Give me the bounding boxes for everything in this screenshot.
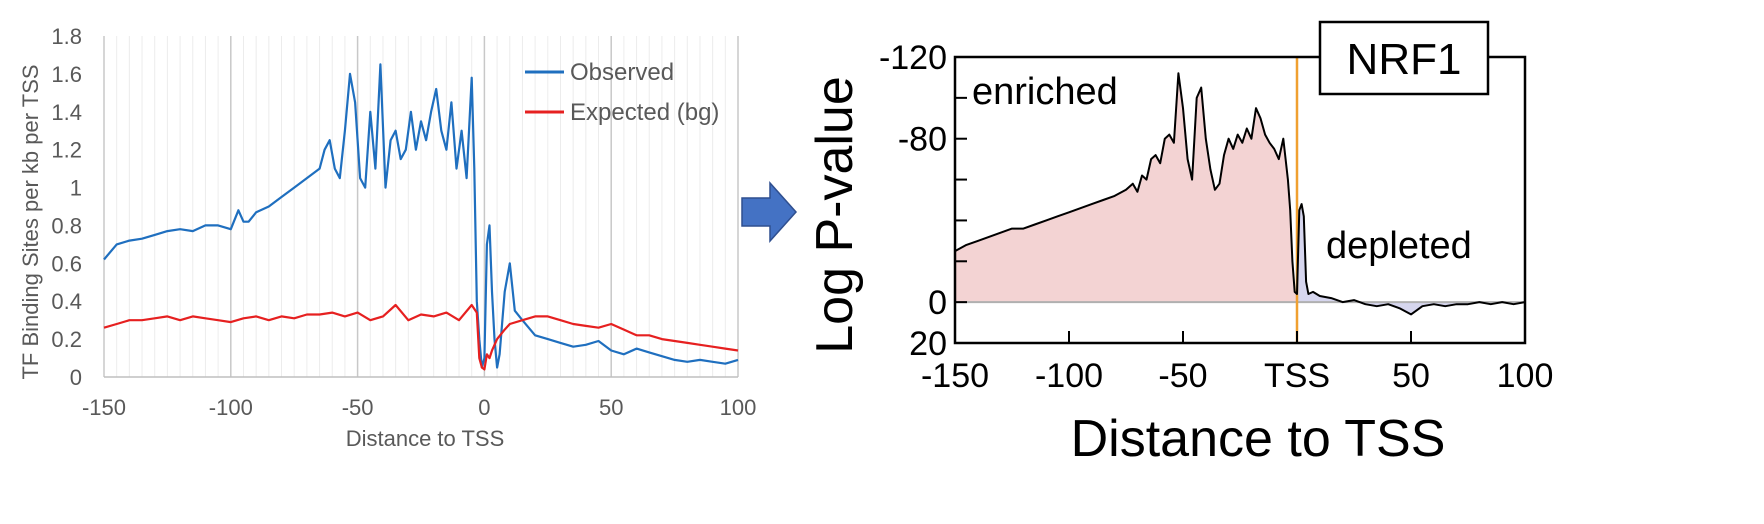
left-y-tick-label: 0.6 xyxy=(51,251,82,276)
right-x-axis-title: Distance to TSS xyxy=(1071,410,1446,468)
left-x-tick-label: 0 xyxy=(478,395,490,420)
legend-label-expected: Expected (bg) xyxy=(570,99,719,126)
annotation-enriched: enriched xyxy=(972,71,1118,113)
left-y-tick-label: 1 xyxy=(70,176,82,201)
series-line-observed xyxy=(103,63,739,369)
legend-label-observed: Observed xyxy=(570,59,674,86)
right-y-tick-label: -120 xyxy=(879,39,947,77)
right-x-tick-label: TSS xyxy=(1264,357,1330,395)
left-y-tick-label: 1.8 xyxy=(51,24,82,49)
right-arrow-icon xyxy=(741,181,798,243)
right-y-axis-title: Log P-value xyxy=(806,76,864,354)
right-x-tick-label: -100 xyxy=(1035,357,1103,395)
right-axes xyxy=(953,55,1527,345)
left-y-axis-title: TF Binding Sites per kb per TSS xyxy=(18,64,43,379)
right-x-tick-label: -50 xyxy=(1158,357,1207,395)
left-x-ticks: -150 -100 -50 0 50 100 xyxy=(82,395,756,420)
left-x-tick-label: -50 xyxy=(342,395,374,420)
left-y-tick-label: 1.6 xyxy=(51,62,82,87)
enriched-area xyxy=(955,73,1297,303)
right-x-tick-label: 100 xyxy=(1497,357,1554,395)
left-y-tick-label: 1.2 xyxy=(51,138,82,163)
series-line-expected xyxy=(103,303,739,371)
left-x-tick-label: 100 xyxy=(720,395,757,420)
right-series xyxy=(954,72,1526,316)
right-y-tick-label: 20 xyxy=(909,325,947,363)
left-series xyxy=(103,63,739,371)
badge-label: NRF1 xyxy=(1347,35,1462,84)
right-area-fills xyxy=(955,73,1525,315)
annotation-depleted: depleted xyxy=(1326,225,1472,267)
right-plot-frame xyxy=(953,55,1527,345)
left-chart: 0 0.2 0.4 0.6 0.8 1 1.2 1.4 1.6 1.8 -150 -100 -50 0 5… xyxy=(18,24,756,451)
left-x-tick-label: -150 xyxy=(82,395,126,420)
right-y-ticks: -120 -80 020 xyxy=(879,39,967,363)
right-y-tick-label: -80 xyxy=(898,121,947,159)
left-x-tick-label: -100 xyxy=(209,395,253,420)
left-y-tick-label: 1.4 xyxy=(51,100,82,125)
right-x-tick-label: -150 xyxy=(921,357,989,395)
left-y-tick-label: 0 xyxy=(70,365,82,390)
left-y-tick-label: 0.8 xyxy=(51,213,82,238)
left-x-axis-title: Distance to TSS xyxy=(346,426,505,451)
left-x-tick-label: 50 xyxy=(599,395,623,420)
left-y-tick-label: 0.2 xyxy=(51,327,82,352)
nrf1-badge: NRF1 xyxy=(1318,20,1490,96)
series-line-log-pvalue xyxy=(954,72,1526,316)
left-gridlines xyxy=(103,36,739,377)
right-y-tick-label: 0 xyxy=(928,284,947,322)
left-legend: Observed Expected (bg) xyxy=(525,59,719,126)
left-y-ticks: 0 0.2 0.4 0.6 0.8 1 1.2 1.4 1.6 1.8 xyxy=(51,24,82,390)
left-y-tick-label: 0.4 xyxy=(51,289,82,314)
right-x-tick-label: 50 xyxy=(1392,357,1430,395)
right-x-ticks: -150 -100 -50 TSS 50 100 xyxy=(921,331,1553,395)
